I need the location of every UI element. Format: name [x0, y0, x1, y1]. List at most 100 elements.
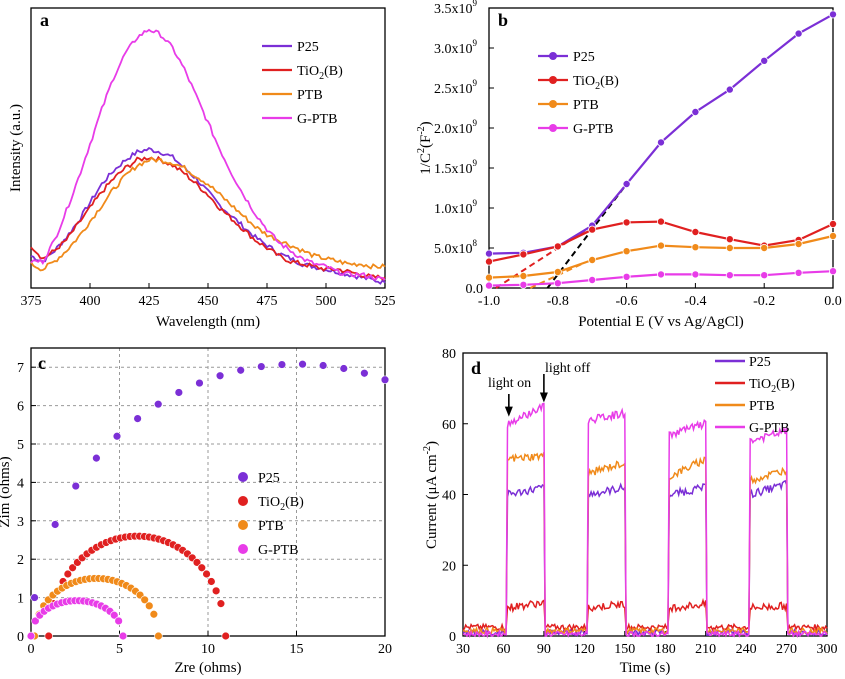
y-axis-label-part: 1/C — [418, 153, 434, 175]
x-tick-label: -1.0 — [478, 294, 500, 309]
data-point-P25 — [691, 108, 700, 117]
y-tick-label: 3.0x109 — [434, 38, 478, 57]
data-point-P25 — [112, 432, 122, 441]
y-tick-exponent: 9 — [473, 0, 478, 8]
legend-label-TiO2(B)-part: (B) — [285, 495, 304, 510]
data-point-TiO2(B) — [519, 250, 528, 259]
y-tick-exponent: 8 — [473, 238, 478, 248]
data-point-TiO2(B) — [192, 558, 202, 567]
legend-label-TiO2(B): TiO2(B) — [749, 377, 795, 395]
legend-label-TiO2(B): TiO2(B) — [573, 74, 619, 92]
data-point-G-PTB — [622, 272, 631, 281]
data-point-TiO2(B) — [622, 218, 631, 227]
data-point-PTB — [553, 267, 562, 276]
data-point-P25 — [484, 249, 493, 258]
x-tick-label: 90 — [537, 642, 551, 657]
x-tick-label: 450 — [198, 294, 219, 309]
legend-label-P25-part: P25 — [573, 50, 595, 65]
series-line-TiO2(B) — [488, 220, 834, 263]
x-tick-label: 375 — [21, 294, 42, 309]
legend-marker-PTB — [549, 100, 557, 108]
data-point-P25 — [30, 593, 39, 602]
x-tick-label: 180 — [655, 642, 676, 657]
data-point-P25 — [622, 179, 631, 188]
data-point-PTB — [484, 273, 493, 282]
data-point-PTB — [725, 243, 734, 252]
panel-b: -1.0 -0.8 -0.6 -0.4 -0.2 0.00.05.0x1081.0x109… — [416, 0, 842, 330]
legend-label-PTB-part: PTB — [297, 88, 323, 103]
x-tick-label: 0 — [28, 642, 35, 657]
series-line-PTB — [30, 156, 386, 272]
y-axis-label-part: ) — [424, 441, 440, 446]
y-tick-label: 1 — [17, 592, 24, 607]
panel-letter: d — [471, 358, 481, 378]
data-point-G-PTB — [114, 616, 123, 626]
y-tick-label: 60 — [442, 418, 456, 433]
data-point-TiO2(B) — [829, 219, 838, 228]
x-tick-label: 300 — [817, 642, 838, 657]
x-tick-label: -0.6 — [616, 294, 638, 309]
panel-d-frame — [462, 352, 828, 637]
data-point-TiO2(B) — [221, 631, 230, 641]
legend-label-G-PTB-part: G-PTB — [573, 122, 613, 137]
data-point-TiO2(B) — [588, 225, 597, 234]
series-line-P25 — [462, 479, 828, 638]
data-point-PTB — [794, 239, 803, 248]
data-point-G-PTB — [691, 270, 700, 279]
legend-label-P25: P25 — [258, 471, 280, 486]
legend-label-G-PTB: G-PTB — [749, 421, 789, 436]
legend-label-PTB: PTB — [297, 88, 323, 103]
legend-label-TiO2(B)-part: TiO — [297, 64, 319, 79]
data-point-TiO2(B) — [207, 577, 216, 586]
series-line-TiO2(B) — [30, 155, 386, 281]
data-point-P25 — [657, 138, 666, 147]
y-tick-label: 2 — [17, 553, 24, 568]
legend-label-G-PTB-part: G-PTB — [297, 112, 337, 127]
data-point-TiO2(B) — [63, 569, 73, 579]
legend-label-TiO2(B)-part: (B) — [776, 377, 795, 392]
data-point-PTB — [588, 255, 597, 264]
data-point-P25 — [71, 481, 80, 491]
annotation-arrowhead — [539, 392, 548, 403]
y-tick-mantissa: 5.0x10 — [434, 242, 473, 257]
y-tick-exponent: 9 — [473, 198, 478, 208]
legend-label-G-PTB: G-PTB — [258, 543, 298, 558]
data-point-G-PTB — [484, 281, 493, 290]
y-tick-exponent: 9 — [473, 118, 478, 128]
legend-marker-G-PTB — [549, 124, 557, 132]
legend-label-PTB-part: PTB — [749, 399, 775, 414]
y-tick-label: 20 — [442, 559, 456, 574]
legend-label-TiO2(B)-part: (B) — [324, 64, 343, 79]
y-tick-mantissa: 1.5x10 — [434, 162, 473, 177]
y-axis-label-part: 2 — [416, 148, 427, 153]
x-tick-label: 20 — [378, 642, 392, 657]
data-point-PTB — [149, 610, 159, 619]
series-line-PTB — [462, 452, 828, 636]
data-point-P25 — [154, 399, 163, 409]
x-tick-label: 150 — [614, 642, 635, 657]
data-point-P25 — [318, 361, 328, 370]
x-tick-label: -0.8 — [547, 294, 569, 309]
data-point-TiO2(B) — [68, 563, 77, 572]
data-point-G-PTB — [725, 271, 734, 280]
panel-b-frame — [488, 7, 834, 289]
y-tick-label: 0.0 — [466, 282, 484, 297]
y-tick-exponent: 9 — [473, 78, 478, 88]
legend-label-TiO2(B)-part: (B) — [600, 74, 619, 89]
legend-label-P25-part: P25 — [297, 40, 319, 55]
y-tick-label: 3 — [17, 515, 24, 530]
data-point-G-PTB — [110, 611, 119, 620]
y-axis-label-part: -2 — [422, 446, 433, 454]
data-point-G-PTB — [829, 267, 838, 276]
data-point-TiO2(B) — [691, 227, 700, 236]
y-tick-label: 40 — [442, 489, 456, 504]
y-tick-label: 7 — [17, 361, 24, 376]
data-point-P25 — [339, 364, 348, 373]
legend-label-P25-part: P25 — [258, 471, 280, 486]
y-tick-label: 4 — [17, 476, 24, 491]
data-point-TiO2(B) — [44, 631, 53, 641]
data-point-PTB — [829, 231, 838, 240]
y-tick-label: 3.5x109 — [434, 0, 478, 17]
y-tick-mantissa: 2.5x10 — [434, 82, 473, 97]
y-axis-label-part: (F — [418, 135, 434, 148]
